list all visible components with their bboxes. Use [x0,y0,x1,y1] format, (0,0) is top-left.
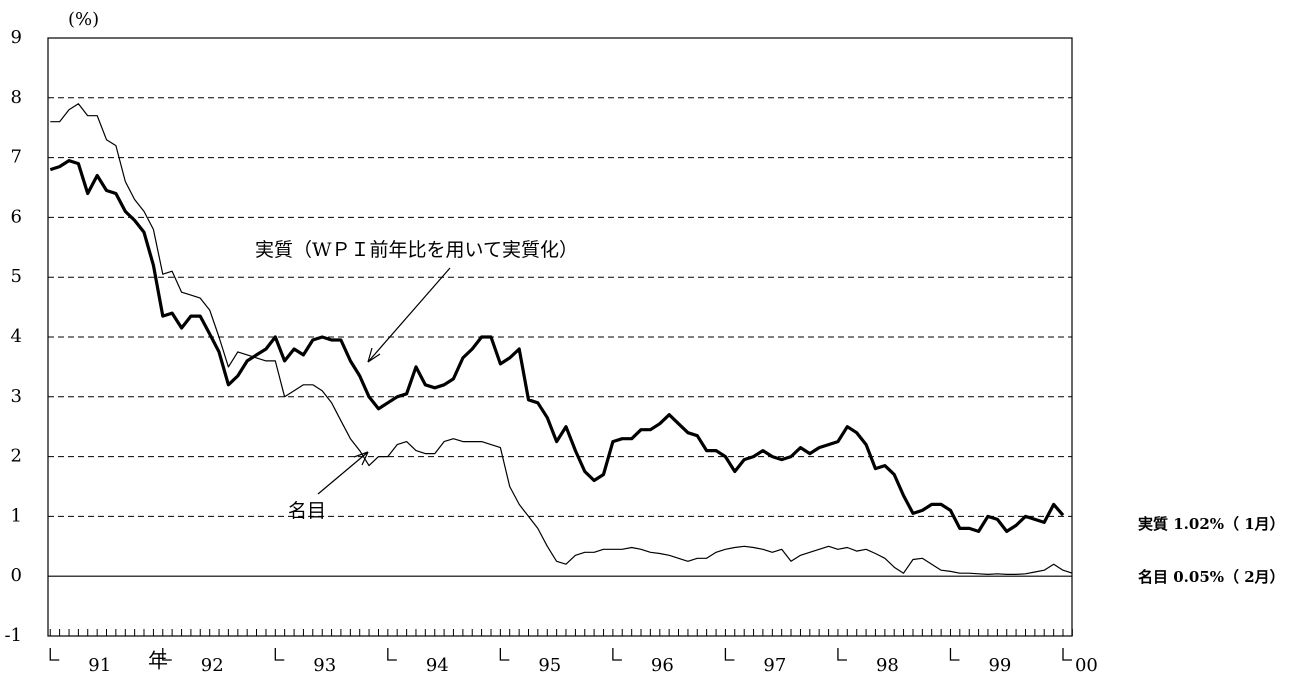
series-line [50,103,1073,575]
y-tick-label: 6 [11,206,22,227]
x-tick [1062,648,1072,661]
x-tick-label: 00 [1075,655,1098,676]
x-tick [49,648,60,661]
x-tick-label: 98 [876,655,899,676]
x-tick [837,648,847,661]
y-tick-label: 4 [11,326,22,347]
annotation: 実質（WＰＩ前年比を用いて実質化） [255,239,578,261]
series-line [49,159,1065,533]
x-tick-label: 99 [988,655,1011,676]
y-tick-label: 3 [11,386,22,407]
y-tick-label: 5 [11,266,22,287]
x-tick [499,648,510,661]
x-tick-label: 91 [88,655,111,676]
y-unit-label: (%) [68,9,99,30]
x-tick [949,648,960,661]
y-tick-label: 9 [11,27,22,48]
x-tick [274,648,285,661]
arrow [317,451,369,495]
x-tick-label: 96 [651,655,674,676]
annotation: 名目 0.05%（ 2月） [1138,568,1285,586]
y-tick-label: -1 [4,625,22,646]
x-tick-label: 95 [538,655,561,676]
x-tick [162,648,172,661]
y-tick-label: 0 [11,565,22,586]
y-tick-label: 1 [11,505,22,526]
x-tick-label: 92 [201,655,224,676]
y-tick-label: 8 [11,87,22,108]
arrow [367,267,451,363]
x-tick-label: 97 [763,655,786,676]
plot-frame [47,37,1073,637]
annotation: 名目 [288,500,326,522]
y-tick-label: 7 [11,147,22,168]
x-tick-label: 93 [313,655,336,676]
annotation: 実質 1.02%（ 1月） [1138,515,1285,533]
x-tick [612,648,622,661]
x-tick-label: 94 [426,655,449,676]
x-tick [724,648,735,661]
y-tick-label: 2 [11,446,22,467]
x-tick [387,648,397,661]
arrow-head [367,347,381,363]
